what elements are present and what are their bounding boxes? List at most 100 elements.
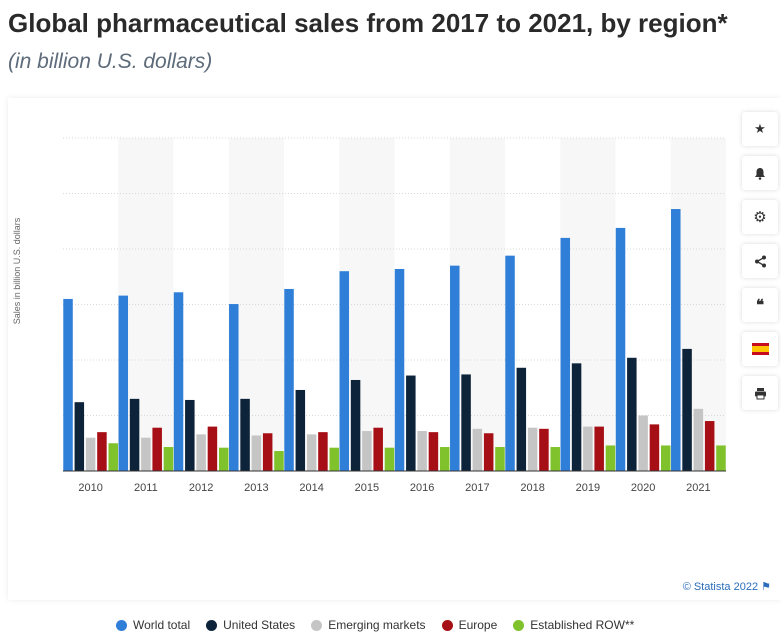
bar[interactable] xyxy=(406,375,416,471)
bar[interactable] xyxy=(240,398,250,471)
legend-swatch xyxy=(311,619,323,631)
legend-item[interactable]: Established ROW** xyxy=(513,618,634,632)
x-tick-label: 2021 xyxy=(686,482,710,494)
chart-legend: World total United States Emerging markets… xyxy=(116,618,634,632)
x-tick-label: 2019 xyxy=(576,482,600,494)
bar[interactable] xyxy=(384,447,395,471)
bar[interactable] xyxy=(306,434,317,471)
gear-icon: ⚙ xyxy=(753,209,767,226)
bar[interactable] xyxy=(450,265,460,471)
bar[interactable] xyxy=(571,363,582,471)
legend-swatch xyxy=(513,619,525,631)
legend-label: Emerging markets xyxy=(328,618,426,632)
bar[interactable] xyxy=(350,379,361,471)
bar[interactable] xyxy=(163,447,174,471)
spain-flag-icon xyxy=(751,343,769,355)
bar[interactable] xyxy=(505,255,515,471)
bar[interactable] xyxy=(173,292,184,471)
bar[interactable] xyxy=(274,451,284,471)
bar[interactable] xyxy=(495,447,505,471)
bar[interactable] xyxy=(185,399,195,471)
share-icon xyxy=(754,255,766,267)
settings-button[interactable]: ⚙ xyxy=(742,200,778,234)
bar[interactable] xyxy=(339,271,350,471)
chart-subtitle: (in billion U.S. dollars) xyxy=(8,50,213,73)
bar[interactable] xyxy=(108,443,118,471)
legend-label: World total xyxy=(133,618,191,632)
bar[interactable] xyxy=(262,433,273,471)
bar[interactable] xyxy=(141,437,151,471)
bar[interactable] xyxy=(63,298,73,471)
bar[interactable] xyxy=(693,408,704,471)
bar[interactable] xyxy=(560,237,571,471)
chart-plot: 2010 2011 2012 2013 2014 2015 2016 2017 2018 2019… xyxy=(63,137,726,494)
bar[interactable] xyxy=(704,421,715,471)
share-button[interactable] xyxy=(742,244,778,278)
bar[interactable] xyxy=(583,426,593,471)
print-button[interactable] xyxy=(742,376,778,410)
bar[interactable] xyxy=(527,427,538,471)
bar[interactable] xyxy=(284,288,294,471)
legend-item[interactable]: Europe xyxy=(441,618,497,632)
x-tick-label: 2017 xyxy=(465,482,489,494)
bar[interactable] xyxy=(439,447,450,471)
cite-button[interactable]: ❝ xyxy=(742,288,778,322)
bar[interactable] xyxy=(85,437,96,471)
flag-icon: ⚑ xyxy=(761,581,771,593)
bar[interactable] xyxy=(229,304,239,471)
x-tick-label: 2013 xyxy=(244,482,268,494)
bar[interactable] xyxy=(682,348,692,471)
bar[interactable] xyxy=(649,424,660,471)
bar[interactable] xyxy=(118,295,129,471)
bell-icon xyxy=(755,167,765,180)
bar[interactable] xyxy=(716,445,726,471)
bar[interactable] xyxy=(394,268,405,471)
statista-credit[interactable]: © Statista 2022 ⚑ xyxy=(682,581,771,593)
bar[interactable] xyxy=(97,432,107,471)
bar[interactable] xyxy=(638,415,648,472)
notification-button[interactable] xyxy=(742,156,778,190)
language-button[interactable] xyxy=(742,332,778,366)
legend-swatch xyxy=(116,619,127,631)
bar[interactable] xyxy=(461,374,471,471)
bar[interactable] xyxy=(428,432,439,471)
bookmark-button[interactable]: ★ xyxy=(742,112,778,146)
x-tick-label: 2010 xyxy=(78,482,102,494)
x-tick-label: 2012 xyxy=(189,482,213,494)
chart-title: Global pharmaceutical sales from 2017 to… xyxy=(8,8,728,38)
x-tick-label: 2015 xyxy=(355,482,379,494)
bar[interactable] xyxy=(218,447,229,471)
bar[interactable] xyxy=(605,445,616,471)
bar[interactable] xyxy=(152,427,162,471)
bar[interactable] xyxy=(295,389,306,471)
x-tick-label: 2011 xyxy=(134,482,158,494)
legend-item[interactable]: United States xyxy=(206,618,295,632)
bar[interactable] xyxy=(362,431,372,471)
bar[interactable] xyxy=(373,427,383,471)
legend-label: Established ROW** xyxy=(530,618,635,632)
bar[interactable] xyxy=(329,447,339,471)
bar[interactable] xyxy=(129,398,140,471)
legend-item[interactable]: Emerging markets xyxy=(311,618,426,632)
bar[interactable] xyxy=(627,357,637,471)
bar[interactable] xyxy=(516,367,527,471)
bar[interactable] xyxy=(483,433,494,471)
bar[interactable] xyxy=(671,209,681,471)
bar[interactable] xyxy=(615,227,626,471)
bar[interactable] xyxy=(318,432,328,471)
bar[interactable] xyxy=(539,428,549,471)
bar[interactable] xyxy=(251,435,262,471)
legend-item[interactable]: World total xyxy=(116,618,190,632)
quote-icon: ❝ xyxy=(755,297,765,314)
bar[interactable] xyxy=(196,434,206,471)
bar[interactable] xyxy=(207,426,218,471)
bar[interactable] xyxy=(417,431,427,471)
bar[interactable] xyxy=(74,402,85,471)
star-icon: ★ xyxy=(754,121,766,136)
bar[interactable] xyxy=(594,426,604,471)
bar[interactable] xyxy=(472,428,483,471)
bar[interactable] xyxy=(660,445,671,471)
bar[interactable] xyxy=(550,447,560,471)
chart-toolbar: ★ ⚙ ❝ xyxy=(742,112,778,420)
chart-card: Sales in billion U.S. dollars 2010 2011 20… xyxy=(8,98,781,632)
